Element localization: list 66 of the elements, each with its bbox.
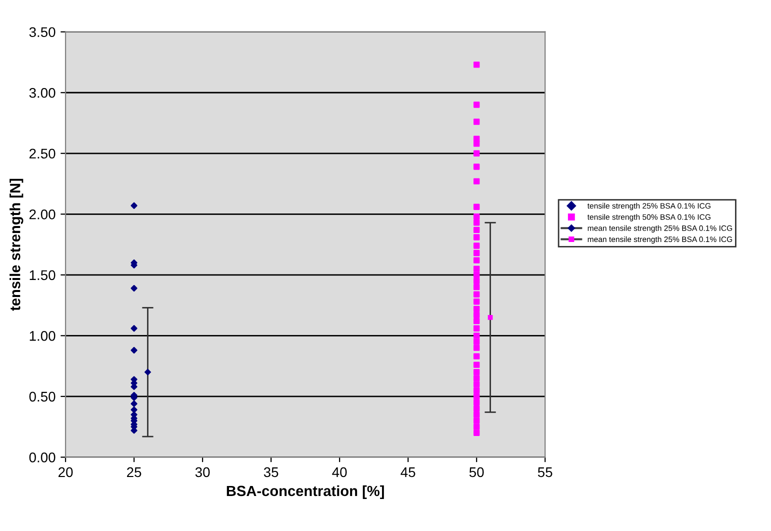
- point: [473, 393, 480, 400]
- point: [473, 418, 480, 424]
- point: [473, 399, 480, 406]
- point: [473, 298, 480, 305]
- point: [473, 178, 480, 184]
- point: [473, 405, 480, 412]
- point: [473, 220, 480, 226]
- x-tick-label: 35: [264, 467, 278, 478]
- point: [130, 406, 138, 414]
- x-tick-label: 30: [195, 467, 210, 478]
- point: [473, 369, 480, 376]
- x-tick-label: 20: [58, 467, 73, 478]
- point: [144, 368, 151, 376]
- point: [473, 318, 480, 324]
- y-tick-label: 2.00: [29, 209, 56, 220]
- point: [473, 62, 480, 68]
- x-tick-label: 40: [332, 467, 347, 478]
- point: [130, 284, 138, 292]
- point: [473, 226, 480, 234]
- point: [473, 266, 480, 272]
- point: [473, 257, 480, 264]
- point: [473, 312, 480, 318]
- point: [473, 242, 480, 249]
- y-tick-label: 1.50: [30, 270, 56, 280]
- point: [473, 306, 480, 312]
- x-tick-label: 25: [127, 467, 142, 478]
- point: [130, 346, 138, 354]
- y-tick-label: 1.00: [30, 331, 56, 341]
- x-tick-label: 45: [400, 467, 416, 478]
- point: [473, 140, 480, 147]
- point: [473, 102, 480, 108]
- point: [473, 325, 480, 332]
- point: [473, 412, 480, 418]
- x-tick-label: 50: [469, 467, 484, 478]
- point: [473, 234, 480, 240]
- point: [473, 118, 480, 125]
- point: [473, 353, 480, 360]
- y-tick-label: 0.00: [29, 452, 56, 462]
- point: [130, 325, 138, 332]
- point: [473, 278, 480, 284]
- x-tick-label: 55: [538, 467, 552, 478]
- point: [473, 272, 480, 278]
- point: [130, 400, 138, 408]
- point: [473, 164, 480, 170]
- point: [473, 362, 480, 368]
- point: [473, 387, 480, 394]
- point: [473, 250, 480, 256]
- point: [130, 202, 138, 209]
- point: [473, 204, 480, 210]
- point: [473, 424, 480, 430]
- y-axis-title: tensile strength [N]: [10, 178, 24, 311]
- point: [473, 430, 480, 436]
- y-tick-label: 2.50: [29, 148, 56, 159]
- x-axis-title: BSA-concentration [%]: [226, 485, 384, 500]
- y-tick-label: 0.50: [29, 392, 56, 402]
- point: [473, 284, 480, 290]
- point: [473, 291, 480, 298]
- point: [473, 381, 480, 388]
- point: [473, 213, 480, 220]
- point: [473, 375, 480, 382]
- point: [473, 338, 480, 345]
- y-tick-label: 3.00: [29, 88, 56, 98]
- point: [473, 344, 480, 351]
- y-tick-label: 3.50: [29, 27, 56, 38]
- point: [473, 332, 480, 339]
- point: [473, 150, 480, 156]
